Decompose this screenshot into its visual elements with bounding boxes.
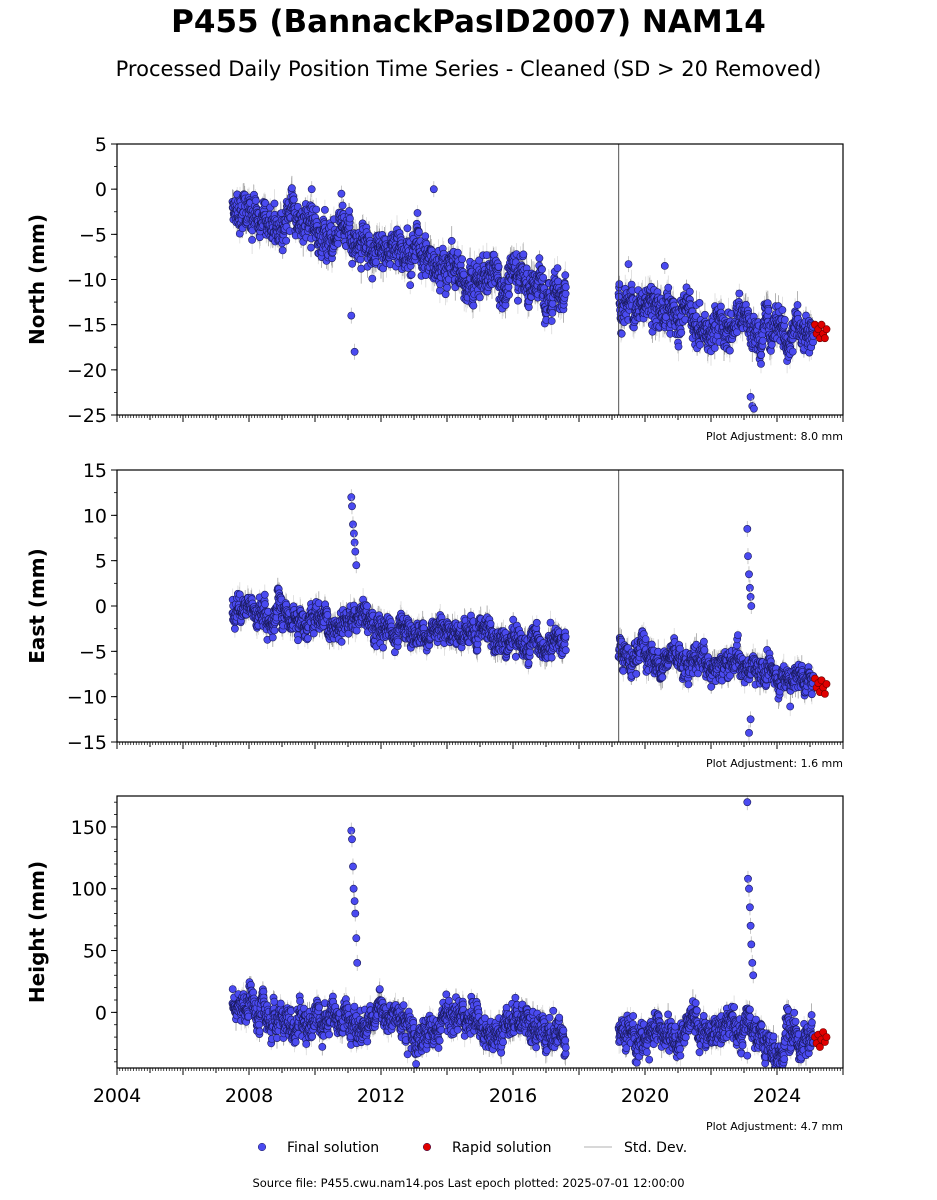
y-tick-label: −20 [67, 360, 107, 382]
plot-area [228, 470, 831, 742]
final-solution-point [282, 236, 291, 245]
final-solution-point [368, 274, 377, 283]
y-tick-label: 5 [95, 134, 107, 156]
final-solution-point [554, 277, 562, 286]
final-solution-point [735, 289, 744, 298]
final-solution-point [357, 264, 366, 273]
final-solution-point [561, 271, 570, 280]
panel-north: 5 0 −5 −10 −15 −20 −25 North (mm) Plot Adjustmen… [25, 134, 844, 443]
final-solution-point [413, 209, 422, 217]
final-solution-point [750, 404, 758, 413]
final-solution-point [337, 189, 346, 198]
final-solution-point [710, 344, 719, 352]
y-tick-label: −25 [67, 405, 107, 427]
y-tick-label: −15 [67, 315, 107, 337]
final-solution-point [759, 336, 767, 345]
final-solution-point [441, 290, 450, 299]
final-solution-point [561, 289, 570, 298]
final-solution-point [696, 340, 704, 349]
final-solution-point [664, 283, 673, 292]
y-tick-label: 0 [95, 179, 107, 201]
final-solution-point [429, 185, 438, 194]
final-solution-point [453, 248, 462, 257]
final-solution-point [475, 256, 483, 265]
final-solution-point [615, 280, 624, 288]
final-solution-point [494, 262, 503, 271]
plot-area [228, 144, 831, 415]
final-solution-point [788, 347, 797, 356]
final-solution-point [261, 199, 270, 208]
chart-subtitle: Processed Daily Position Time Series - C… [115, 57, 822, 81]
final-solution-point [505, 290, 513, 299]
final-solution-point [553, 264, 562, 272]
final-solution-point [350, 347, 359, 356]
final-solution-point [403, 224, 412, 233]
final-solution-point [459, 270, 468, 279]
final-solution-point [407, 270, 416, 279]
final-solution-point [251, 196, 260, 205]
final-solution-point [356, 255, 365, 264]
final-solution-point [320, 205, 329, 214]
plot-adjustment-note: Plot Adjustment: 8.0 mm [706, 430, 843, 443]
final-solution-point [287, 184, 296, 193]
final-solution-point [414, 228, 423, 236]
final-solution-point [406, 281, 415, 289]
final-solution-point [307, 243, 315, 252]
y-tick-label: −5 [79, 224, 107, 246]
final-solution-point [701, 310, 709, 319]
final-solution-point [547, 317, 556, 325]
final-solution-point [746, 392, 755, 401]
final-solution-point [660, 261, 669, 270]
final-solution-point [561, 283, 570, 291]
final-solution-point [538, 265, 546, 274]
final-solution-point [482, 251, 491, 259]
final-solution-point [345, 214, 354, 223]
final-solution-point [757, 359, 765, 368]
final-solution-point [519, 250, 528, 259]
final-solution-point [767, 340, 776, 349]
final-solution-point [345, 207, 354, 215]
final-solution-point [469, 301, 478, 310]
final-solution-point [458, 255, 466, 264]
final-solution-point [535, 254, 544, 263]
final-solution-point [312, 205, 321, 214]
y-tick-label: −10 [67, 270, 107, 292]
rapid-solution-point [822, 325, 831, 334]
final-solution-point [778, 306, 787, 314]
final-solution-point [695, 298, 704, 307]
final-solution-point [674, 342, 683, 351]
final-solution-point [764, 306, 773, 315]
final-solution-point [348, 259, 357, 268]
final-solution-point [475, 293, 484, 302]
final-solution-point [726, 346, 734, 355]
final-solution-point [443, 283, 451, 292]
final-solution-point [757, 350, 766, 359]
chart-title: P455 (BannackPasID2007) NAM14 [171, 4, 766, 40]
final-solution-point [677, 328, 686, 337]
final-solution-point [333, 239, 342, 248]
final-solution-point [447, 236, 456, 245]
y-axis-label: North (mm) [25, 214, 49, 345]
final-solution-point [347, 311, 356, 320]
final-solution-point [780, 315, 789, 324]
final-solution-point [624, 260, 633, 268]
final-solution-point [548, 308, 557, 317]
final-solution-point [514, 296, 522, 305]
final-solution-point [307, 185, 316, 194]
final-solution-point [278, 246, 287, 255]
final-solution-point [793, 301, 802, 309]
final-solution-point [539, 273, 548, 282]
final-solution-point [372, 258, 380, 267]
final-solution-point [270, 199, 279, 208]
final-solution-point [338, 201, 347, 210]
final-solution-point [248, 235, 256, 244]
final-solution-point [289, 195, 298, 204]
final-solution-point [685, 287, 694, 296]
rapid-solution-point [821, 334, 829, 343]
final-solution-points [228, 184, 818, 368]
